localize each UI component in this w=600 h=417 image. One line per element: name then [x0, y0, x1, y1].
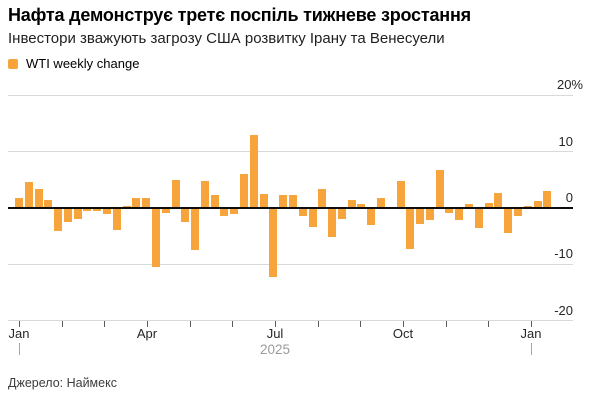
bar-week-54	[533, 201, 542, 208]
bar-week-38	[377, 198, 385, 208]
x-axis-label: Jan	[8, 326, 30, 341]
y-axis-label: 20%	[556, 77, 583, 93]
bar-week-7	[73, 208, 82, 220]
bar-week-48	[474, 208, 483, 229]
bar-week-22	[220, 208, 229, 217]
x-axis-tick	[61, 320, 63, 327]
bar-week-33	[328, 208, 337, 238]
chart-title: Нафта демонструє третє поспіль тижневе з…	[8, 5, 471, 25]
gridline--10	[8, 263, 573, 265]
bar-week-47	[465, 204, 474, 208]
gridline-10	[8, 151, 573, 153]
x-axis-label: Apr	[136, 326, 158, 341]
bar-week-8	[83, 208, 92, 212]
bar-week-44	[435, 170, 444, 208]
zero-baseline	[8, 207, 573, 209]
bar-week-15	[151, 208, 160, 268]
x-axis-tick	[445, 320, 447, 327]
bar-week-14	[142, 198, 151, 208]
bar-week-26	[259, 193, 268, 208]
bar-week-2	[24, 182, 33, 208]
x-axis-tick	[317, 320, 319, 327]
x-axis-label: Jan	[520, 326, 542, 341]
bar-week-17	[171, 180, 180, 208]
bar-week-21	[210, 195, 219, 208]
bar-week-40	[396, 180, 405, 208]
bar-week-25	[249, 135, 258, 208]
x-axis-tick	[531, 320, 532, 327]
bar-week-50	[494, 193, 503, 208]
bar-week-52	[513, 208, 522, 216]
bar-week-9	[93, 208, 102, 211]
year-boundary-tick	[19, 343, 20, 355]
x-axis-tick	[147, 320, 148, 327]
y-axis-label: -20	[554, 302, 573, 318]
bar-week-36	[357, 204, 366, 208]
bar-week-23	[230, 208, 239, 215]
bar-week-29	[288, 195, 297, 208]
year-label: 2025	[259, 342, 291, 357]
y-axis-label: 10	[558, 133, 573, 149]
bar-week-5	[54, 208, 63, 232]
bar-week-42	[416, 208, 425, 225]
legend-swatch-icon	[8, 58, 18, 69]
bar-week-13	[132, 198, 141, 208]
bar-week-10	[103, 208, 112, 215]
source-note: Джерело: Наймекс	[8, 376, 117, 390]
bar-week-28	[279, 195, 288, 208]
bar-week-3	[34, 188, 43, 208]
legend-label: WTI weekly change	[26, 56, 140, 71]
x-axis-tick	[19, 320, 20, 327]
legend: WTI weekly change	[8, 56, 139, 71]
bar-week-35	[347, 199, 356, 208]
gridline-20	[8, 94, 573, 96]
x-axis-tick	[403, 320, 404, 327]
x-axis-tick	[275, 320, 276, 327]
bar-week-41	[406, 208, 415, 250]
bar-week-43	[425, 208, 434, 220]
x-axis-label: Oct	[392, 326, 414, 341]
bar-week-31	[308, 208, 317, 227]
bar-week-19	[191, 208, 200, 250]
bar-week-4	[44, 199, 53, 208]
x-axis-tick	[232, 320, 234, 327]
bar-week-20	[200, 180, 209, 208]
bar-week-27	[269, 208, 278, 278]
bar-week-45	[445, 208, 454, 214]
x-axis-label: Jul	[266, 326, 284, 341]
y-axis-label: 0	[565, 190, 573, 205]
bar-week-49	[484, 202, 493, 208]
x-axis-tick	[360, 320, 362, 327]
bar-week-24	[240, 173, 249, 208]
bar-week-46	[455, 208, 464, 220]
bar-week-6	[63, 208, 72, 223]
year-boundary-tick	[531, 343, 532, 355]
chart-subtitle: Інвестори зважують загрозу США розвитку …	[8, 30, 445, 47]
gridline--20	[8, 320, 573, 322]
bar-week-18	[181, 208, 190, 222]
bar-week-37	[367, 208, 376, 225]
y-axis-label: -10	[554, 246, 573, 262]
bar-week-11	[112, 208, 121, 230]
bar-week-32	[318, 189, 327, 208]
x-axis-tick	[104, 320, 106, 327]
x-axis-tick	[488, 320, 490, 327]
bar-week-51	[504, 208, 513, 233]
bar-week-1	[15, 198, 23, 208]
bar-week-16	[161, 208, 170, 214]
bar-week-55	[543, 190, 552, 208]
x-axis-tick	[189, 320, 191, 327]
bar-week-34	[337, 208, 346, 219]
bar-week-30	[298, 208, 307, 217]
